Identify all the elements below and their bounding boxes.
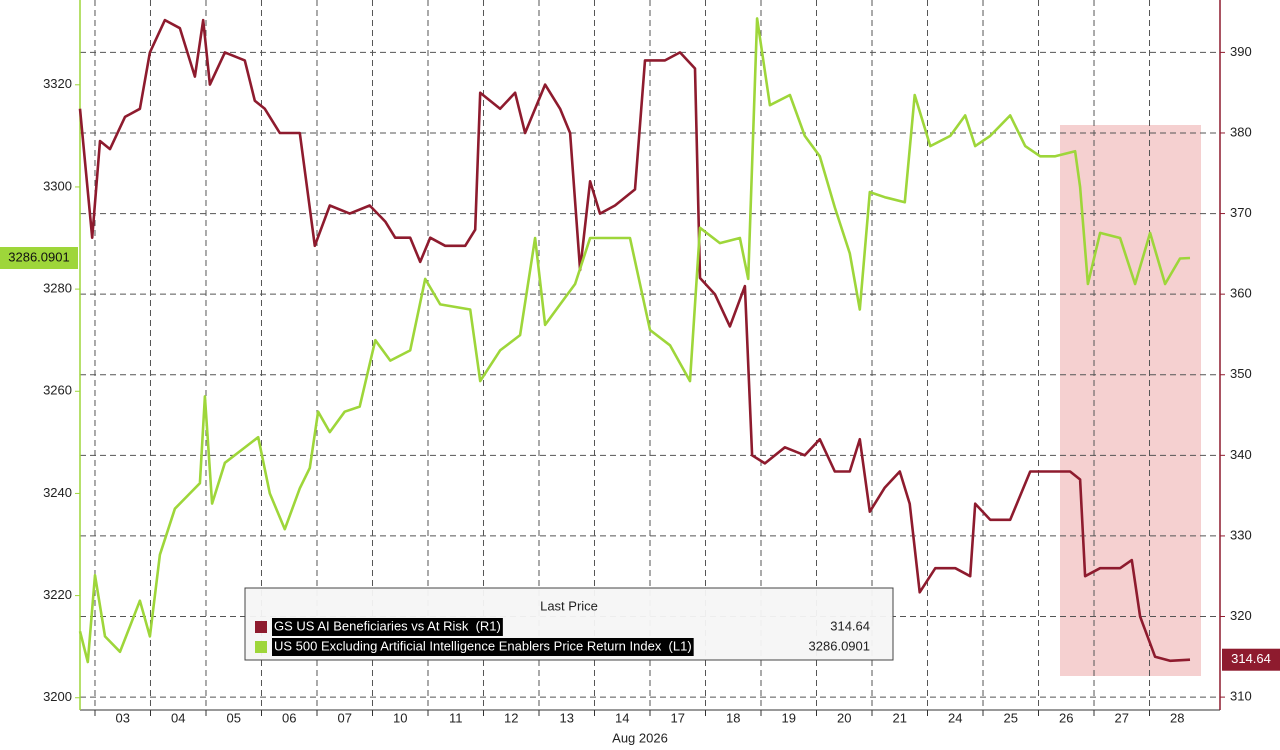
- last-price-tag: [0, 247, 78, 270]
- legend-label-bg: [272, 618, 503, 636]
- x-tick-label: 19: [782, 710, 796, 725]
- x-tick-label: 06: [282, 710, 296, 725]
- y2-tick-label: 310: [1230, 689, 1252, 704]
- x-tick-label: 03: [116, 710, 130, 725]
- series-line: [78, 18, 1191, 663]
- legend-value: 3286.0901: [809, 638, 870, 653]
- x-tick-label: 10: [393, 710, 407, 725]
- legend-value: 314.64: [830, 618, 870, 633]
- y-tick-label: 3260: [43, 383, 72, 398]
- y2-tick-label: 380: [1230, 124, 1252, 139]
- x-tick-label: 27: [1115, 710, 1129, 725]
- x-tick-label: 14: [615, 710, 629, 725]
- x-tick-label: 28: [1170, 710, 1184, 725]
- legend-label: US 500 Excluding Artificial Intelligence…: [274, 638, 692, 653]
- x-tick-label: 12: [504, 710, 518, 725]
- y2-tick-label: 390: [1230, 44, 1252, 59]
- y-tick-label: 3280: [43, 281, 72, 296]
- y2-tick-label: 360: [1230, 286, 1252, 301]
- legend-title: Last Price: [540, 598, 598, 613]
- x-tick-label: 18: [726, 710, 740, 725]
- x-tick-label: 24: [948, 710, 962, 725]
- last-price-label: 314.64: [1231, 651, 1271, 666]
- legend: Last Price GS US AI Beneficiaries vs At R…: [244, 587, 894, 661]
- legend-swatch: [255, 641, 267, 653]
- series-line: [78, 17, 1191, 664]
- x-tick-label: 13: [560, 710, 574, 725]
- last-price-tag: [1222, 648, 1280, 671]
- y2-tick-label: 330: [1230, 527, 1252, 542]
- x-tick-label: 04: [171, 710, 185, 725]
- legend-label-bg: [272, 638, 694, 656]
- x-tick-label: 07: [338, 710, 352, 725]
- y2-tick-label: 370: [1230, 205, 1252, 220]
- x-tick-label: 17: [671, 710, 685, 725]
- legend-swatch: [255, 621, 267, 633]
- x-tick-label: 21: [893, 710, 907, 725]
- legend-label: GS US AI Beneficiaries vs At Risk (R1): [274, 618, 501, 633]
- x-tick-label: 20: [837, 710, 851, 725]
- x-tick-label: 11: [449, 710, 463, 725]
- y-tick-label: 3200: [43, 689, 72, 704]
- x-tick-label: 05: [227, 710, 241, 725]
- x-tick-label: 25: [1004, 710, 1018, 725]
- y2-tick-label: 320: [1230, 608, 1252, 623]
- y-tick-label: 3220: [43, 587, 72, 602]
- y2-tick-label: 350: [1230, 366, 1252, 381]
- last-price-label: 3286.0901: [8, 249, 69, 264]
- y-tick-label: 3320: [43, 76, 72, 91]
- y2-tick-label: 340: [1230, 447, 1252, 462]
- x-tick-label: 26: [1059, 710, 1073, 725]
- y-tick-label: 3300: [43, 178, 72, 193]
- x-axis-title: Aug 2026: [612, 730, 668, 745]
- y-tick-label: 3240: [43, 485, 72, 500]
